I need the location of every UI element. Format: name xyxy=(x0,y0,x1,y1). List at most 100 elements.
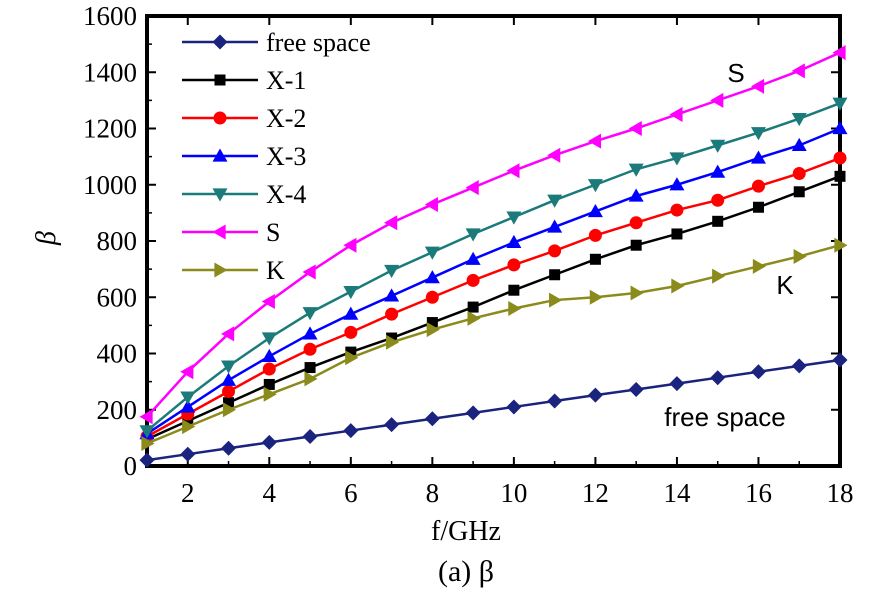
legend-marker xyxy=(214,74,226,86)
y-tick-label: 1000 xyxy=(83,170,137,200)
data-point-k xyxy=(263,386,277,402)
data-point-x-3 xyxy=(628,188,644,202)
data-point-x-2 xyxy=(548,244,562,258)
data-point-x-1 xyxy=(793,186,805,198)
data-point-free-space xyxy=(302,428,318,444)
data-point-free-space xyxy=(710,370,726,386)
data-point-s xyxy=(261,293,275,309)
data-point-x-3 xyxy=(832,121,848,135)
data-point-x-2 xyxy=(711,193,725,207)
data-point-x-4 xyxy=(506,211,522,225)
data-point-k xyxy=(385,334,400,350)
data-point-x-4 xyxy=(465,228,481,242)
data-point-k xyxy=(467,310,481,326)
data-point-free-space xyxy=(750,364,766,380)
data-point-x-3 xyxy=(384,288,400,302)
data-point-x-1 xyxy=(671,228,683,240)
data-point-x-4 xyxy=(669,152,685,166)
data-point-x-2 xyxy=(262,362,276,376)
series-s xyxy=(139,45,846,425)
legend-item-x-2: X-2 xyxy=(182,104,306,133)
legend-item-x-3: X-3 xyxy=(182,142,306,171)
legend-item-free-space: free space xyxy=(182,28,371,57)
data-point-x-1 xyxy=(304,362,316,374)
data-point-free-space xyxy=(384,417,400,433)
series-line-x-1 xyxy=(146,175,841,441)
data-point-x-3 xyxy=(506,234,522,249)
x-tick-label: 6 xyxy=(344,478,358,508)
y-tick-label: 200 xyxy=(97,395,138,425)
data-point-x-2 xyxy=(588,228,602,242)
legend-marker xyxy=(213,111,227,125)
data-point-s xyxy=(343,237,357,253)
data-point-free-space xyxy=(587,387,603,403)
data-point-x-1 xyxy=(752,201,764,213)
legend-marker xyxy=(212,34,228,50)
annotation-s: S xyxy=(727,58,744,88)
data-point-k xyxy=(589,289,603,305)
data-point-s xyxy=(669,106,683,122)
data-point-s xyxy=(710,92,724,108)
data-point-s xyxy=(180,364,194,380)
data-point-s xyxy=(750,78,765,94)
data-point-x-4 xyxy=(832,97,848,111)
data-point-x-1 xyxy=(345,346,357,358)
data-point-k xyxy=(508,301,522,316)
data-point-x-3 xyxy=(669,177,685,191)
series-line-x-3 xyxy=(146,127,841,435)
y-tick-label: 400 xyxy=(97,339,138,369)
legend-label: X-2 xyxy=(266,104,306,133)
data-point-x-1 xyxy=(508,284,520,296)
legend-label: K xyxy=(266,256,285,285)
data-point-free-space xyxy=(465,405,481,421)
data-point-x-4 xyxy=(261,332,277,346)
y-tick-label: 600 xyxy=(97,282,138,312)
data-point-x-2 xyxy=(751,179,765,193)
series-x-3 xyxy=(139,121,848,440)
data-point-x-2 xyxy=(303,342,317,356)
data-point-x-2 xyxy=(466,273,480,287)
x-tick-label: 2 xyxy=(181,478,195,508)
data-point-s xyxy=(424,196,438,212)
series-free-space xyxy=(139,352,848,468)
x-tick-label: 4 xyxy=(263,478,277,508)
legend-label: X-1 xyxy=(266,66,306,95)
legend-marker xyxy=(212,224,226,240)
data-point-x-2 xyxy=(833,151,847,165)
data-point-s xyxy=(832,45,846,61)
y-tick-label: 1400 xyxy=(83,57,137,87)
data-point-x-3 xyxy=(343,306,359,320)
data-point-x-3 xyxy=(750,150,766,164)
data-point-x-4 xyxy=(710,139,726,153)
data-point-s xyxy=(384,215,398,231)
data-point-x-3 xyxy=(710,164,726,178)
data-point-free-space xyxy=(221,440,237,456)
data-point-x-1 xyxy=(467,301,479,313)
x-tick-label: 12 xyxy=(582,478,609,508)
y-tick-label: 800 xyxy=(97,226,138,256)
y-tick-label: 1600 xyxy=(83,1,137,31)
data-point-x-1 xyxy=(182,415,194,427)
data-point-x-2 xyxy=(629,216,643,230)
data-point-s xyxy=(628,121,642,136)
data-point-s xyxy=(506,163,520,179)
data-point-x-2 xyxy=(385,307,399,321)
data-point-x-1 xyxy=(426,317,438,329)
data-point-free-space xyxy=(180,446,196,462)
data-point-s xyxy=(221,326,235,342)
series-layer xyxy=(139,45,848,468)
data-point-x-4 xyxy=(587,179,603,193)
data-point-x-3 xyxy=(465,251,481,265)
series-k xyxy=(141,237,848,451)
data-point-s xyxy=(139,409,153,425)
data-point-x-1 xyxy=(549,269,561,281)
data-point-k xyxy=(793,248,807,264)
data-point-x-4 xyxy=(750,127,766,141)
data-point-x-2 xyxy=(425,290,439,304)
data-point-free-space xyxy=(506,399,522,415)
legend-item-x-4: X-4 xyxy=(182,180,306,209)
series-line-k xyxy=(146,244,841,445)
data-point-k xyxy=(141,436,155,451)
data-point-k xyxy=(426,322,440,338)
data-point-x-3 xyxy=(261,348,277,362)
